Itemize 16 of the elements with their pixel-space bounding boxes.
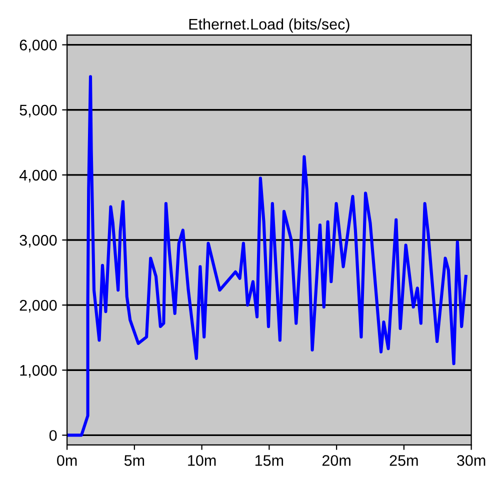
y-tick-label: 0 bbox=[49, 430, 57, 441]
x-tick-label: 25m bbox=[390, 455, 418, 466]
y-tick-label: 5,000 bbox=[20, 104, 57, 118]
x-tick-label: 10m bbox=[188, 455, 216, 466]
y-tick-label: 1,000 bbox=[20, 365, 57, 378]
y-tick-label: 4,000 bbox=[19, 170, 57, 182]
chart-title: Ethernet.Load (bits/sec) bbox=[189, 18, 350, 33]
y-tick-label: 2,000 bbox=[20, 300, 57, 313]
y-tick-label: 3,000 bbox=[20, 234, 57, 248]
y-tick-label: 6,000 bbox=[20, 40, 57, 52]
x-tick-label: 0m bbox=[57, 455, 77, 466]
line-series bbox=[67, 75, 468, 437]
x-tick-label: 5m bbox=[124, 455, 144, 466]
x-tick-label: 30m bbox=[457, 455, 486, 466]
x-tick-label: 15m bbox=[255, 455, 284, 466]
x-tick-label: 20m bbox=[322, 455, 350, 466]
